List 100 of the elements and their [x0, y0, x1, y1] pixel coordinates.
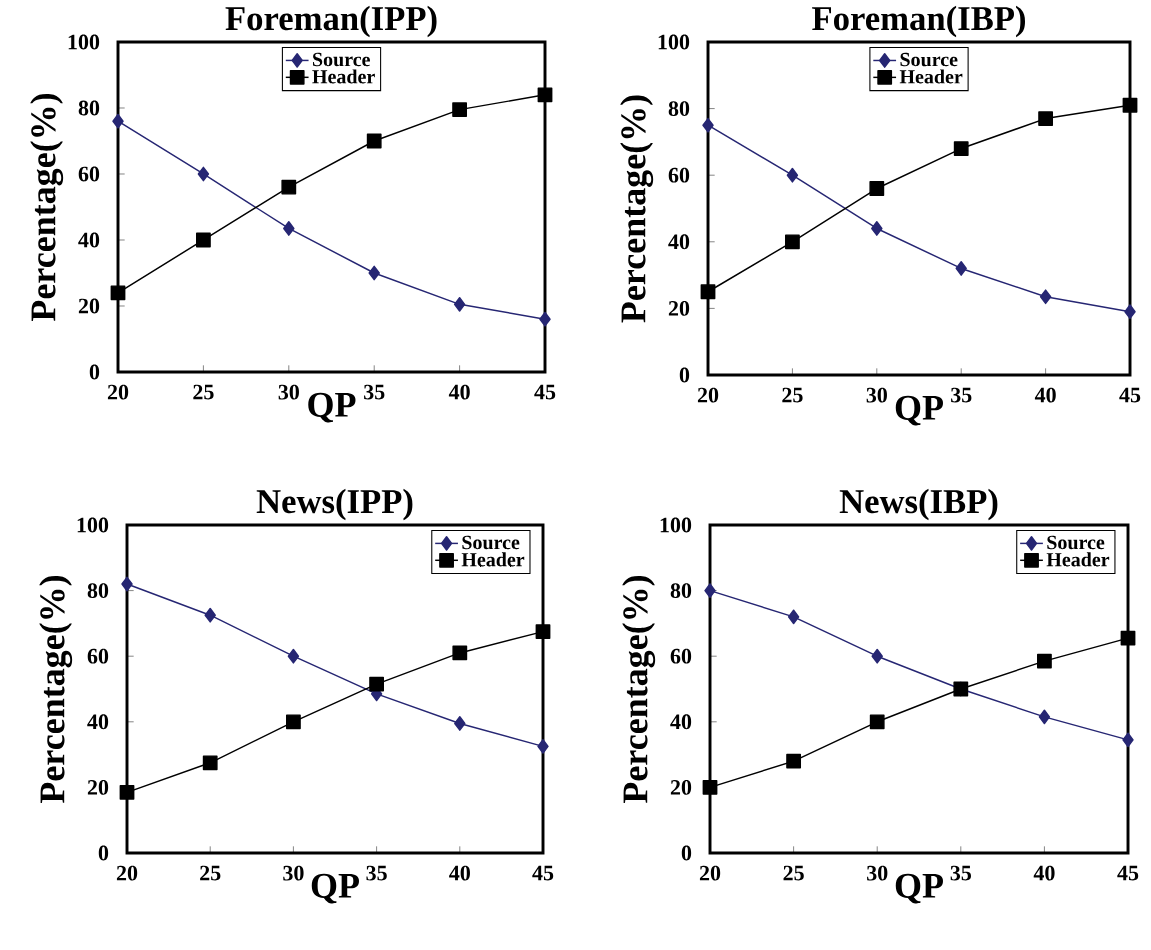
- point: [539, 311, 551, 327]
- x-tick-label: 20: [699, 865, 721, 881]
- point: [786, 167, 799, 183]
- legend-label: Header: [1046, 552, 1110, 567]
- point: [869, 714, 885, 730]
- y-tick-label: 20: [87, 779, 109, 795]
- point: [1124, 304, 1136, 320]
- legend-label: Source: [313, 52, 370, 67]
- y-tick-label: 100: [77, 517, 109, 533]
- x-axis-title: QP: [895, 395, 943, 426]
- chart-title: Foreman(IBP): [812, 5, 1026, 38]
- y-tick-label: 0: [679, 367, 690, 383]
- x-tick-label: 40: [449, 865, 470, 881]
- point: [286, 714, 301, 730]
- point: [197, 166, 210, 182]
- point: [871, 648, 883, 664]
- y-tick-label: 40: [87, 714, 109, 730]
- point: [119, 784, 135, 800]
- x-tick-label: 25: [782, 387, 803, 403]
- x-tick-label: 30: [278, 384, 299, 400]
- x-axis-title: QP: [311, 873, 359, 904]
- legend-label: Header: [312, 69, 375, 84]
- point: [366, 133, 382, 149]
- point: [787, 609, 800, 625]
- x-tick-label: 35: [366, 865, 387, 881]
- y-tick-label: 0: [89, 364, 100, 380]
- point: [1039, 289, 1052, 305]
- point: [702, 117, 714, 133]
- x-tick-label: 35: [364, 384, 385, 400]
- x-tick-label: 30: [866, 387, 887, 403]
- y-tick-label: 100: [68, 34, 100, 50]
- point: [287, 648, 300, 664]
- point: [869, 181, 885, 196]
- point: [955, 261, 967, 276]
- point: [1122, 732, 1134, 748]
- point: [454, 716, 466, 731]
- point: [1038, 111, 1054, 126]
- point: [785, 234, 800, 250]
- y-axis-title: Percentage(%): [39, 575, 73, 803]
- y-tick-label: 0: [98, 845, 109, 861]
- point: [281, 179, 297, 195]
- point: [453, 296, 466, 312]
- point: [704, 583, 716, 599]
- point: [702, 779, 718, 795]
- y-tick-label: 20: [670, 779, 692, 795]
- y-tick-label: 60: [668, 167, 690, 183]
- y-axis-title: Percentage(%): [622, 575, 656, 803]
- x-tick-label: 30: [867, 865, 888, 881]
- y-axis-title: Percentage(%): [30, 93, 64, 321]
- y-tick-label: 80: [78, 100, 100, 116]
- x-tick-label: 25: [783, 865, 804, 881]
- y-tick-label: 60: [78, 166, 100, 182]
- point: [202, 755, 218, 771]
- point: [283, 221, 295, 236]
- x-tick-label: 45: [1117, 865, 1139, 881]
- chart-title: News(IPP): [256, 488, 413, 521]
- x-tick-label: 35: [951, 387, 972, 403]
- point: [368, 265, 380, 281]
- x-tick-label: 40: [1034, 387, 1056, 403]
- y-tick-label: 40: [78, 232, 100, 248]
- y-tick-label: 80: [87, 583, 109, 599]
- y-tick-label: 80: [668, 101, 690, 117]
- x-tick-label: 45: [534, 384, 556, 400]
- y-tick-label: 60: [670, 648, 692, 664]
- point: [196, 232, 211, 248]
- point: [452, 645, 468, 661]
- point: [112, 113, 124, 129]
- legend-label: Header: [899, 69, 963, 84]
- y-tick-label: 20: [668, 300, 690, 316]
- x-tick-label: 40: [1033, 865, 1055, 881]
- y-tick-label: 0: [681, 845, 692, 861]
- point: [204, 607, 216, 623]
- y-tick-label: 20: [78, 298, 100, 314]
- y-tick-label: 100: [660, 517, 692, 533]
- point: [1120, 630, 1136, 646]
- point: [1038, 709, 1051, 725]
- point: [953, 141, 969, 156]
- x-tick-label: 45: [532, 865, 554, 881]
- x-axis-title: QP: [308, 392, 356, 423]
- chart-title: Foreman(IPP): [225, 5, 437, 38]
- x-tick-label: 30: [283, 865, 304, 881]
- x-axis-title: QP: [895, 873, 943, 904]
- y-tick-label: 100: [658, 34, 690, 50]
- point: [535, 624, 551, 640]
- point: [537, 739, 549, 754]
- x-tick-label: 25: [200, 865, 221, 881]
- x-tick-label: 20: [116, 865, 138, 881]
- legend-label: Source: [900, 52, 958, 67]
- x-tick-label: 25: [193, 384, 214, 400]
- point: [1122, 97, 1138, 113]
- y-tick-label: 40: [668, 234, 690, 250]
- point: [121, 576, 133, 592]
- y-tick-label: 80: [670, 583, 692, 599]
- y-tick-label: 40: [670, 714, 692, 730]
- legend-label: Header: [461, 552, 525, 567]
- point: [110, 285, 126, 301]
- legend-label: Source: [1047, 535, 1105, 550]
- point: [700, 284, 716, 300]
- point: [871, 221, 883, 236]
- x-tick-label: 20: [107, 384, 129, 400]
